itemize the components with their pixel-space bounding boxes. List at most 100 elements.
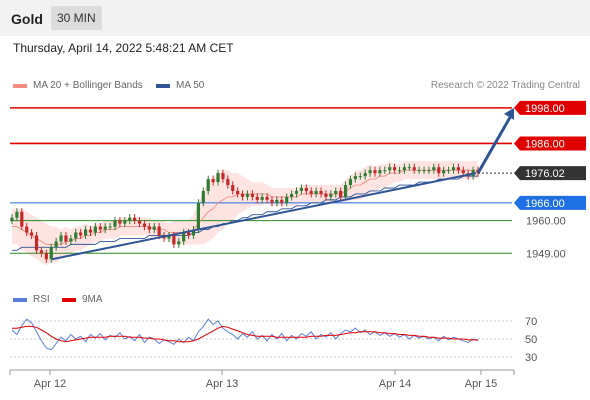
- candle-body: [314, 190, 318, 194]
- header-bar: Gold 30 MIN: [0, 0, 590, 36]
- ma20-line: [12, 169, 478, 245]
- legend-ma50-label: MA 50: [176, 80, 205, 91]
- candle-body: [383, 170, 387, 172]
- candle-body: [402, 167, 407, 171]
- candle-body: [128, 217, 132, 221]
- candle-body: [255, 196, 259, 200]
- candle-body: [373, 170, 377, 174]
- ma50-swatch: [156, 83, 170, 88]
- candle-body: [378, 170, 382, 174]
- timestamp: Thursday, April 14, 2022 5:48:21 AM CET: [13, 41, 234, 55]
- candle-body: [201, 190, 205, 203]
- x-tick-label: Apr 13: [206, 378, 238, 390]
- candle-body: [147, 226, 151, 230]
- rsi-series-rsi: [11, 318, 479, 351]
- candle-body: [329, 193, 333, 197]
- ma9-swatch: [62, 297, 76, 302]
- candle-body: [324, 193, 328, 197]
- candle-body: [137, 220, 142, 224]
- candle-body: [456, 167, 460, 171]
- ma50-line: [12, 175, 478, 251]
- candle-body: [285, 196, 289, 203]
- candle-body: [157, 226, 161, 236]
- candle-body: [309, 190, 313, 194]
- candle-body: [221, 173, 225, 180]
- level-tag-bg: [514, 136, 586, 151]
- candle-body: [79, 232, 83, 236]
- candle-body: [334, 190, 338, 194]
- candle-body: [118, 220, 122, 224]
- candle-body: [39, 250, 44, 254]
- candle-body: [103, 226, 107, 230]
- candle-body: [191, 229, 196, 236]
- candle-body: [182, 232, 186, 242]
- candle-body: [167, 235, 171, 239]
- candle-body: [64, 235, 68, 242]
- level-label-1960.00: 1960.00: [526, 216, 566, 228]
- candle-body: [211, 179, 215, 183]
- level-tag-text: 1986.00: [525, 138, 565, 150]
- candle-body: [34, 235, 39, 251]
- candle-body: [177, 241, 181, 245]
- candle-body: [240, 193, 245, 197]
- level-tag-1976.02: 1976.02: [514, 166, 586, 181]
- candle-body: [348, 179, 353, 186]
- instrument-title: Gold: [11, 11, 43, 27]
- candle-body: [397, 170, 402, 172]
- candle-body: [245, 193, 250, 197]
- candle-body: [451, 167, 456, 171]
- legend-9ma-label: 9MA: [82, 294, 103, 305]
- level-tag-1986.00: 1986.00: [514, 136, 586, 151]
- candle-body: [339, 190, 343, 197]
- candle-body: [152, 226, 156, 230]
- candle-body: [319, 190, 323, 194]
- candle-body: [260, 196, 264, 200]
- candle-body: [15, 211, 19, 218]
- candle-body: [216, 173, 220, 183]
- candle-body: [133, 217, 137, 221]
- legend-9ma: 9MA: [62, 294, 103, 305]
- candle-body: [250, 193, 254, 197]
- level-tag-1966.00: 1966.00: [514, 195, 586, 210]
- legend-ma20: MA 20 + Bollinger Bands: [13, 80, 143, 91]
- candle-body: [93, 226, 97, 233]
- trend-line: [51, 172, 477, 261]
- interval-button[interactable]: 30 MIN: [51, 6, 102, 30]
- rsi-tick-70: 70: [525, 316, 537, 328]
- level-tag-text: 1976.02: [525, 168, 565, 180]
- candle-body: [206, 179, 210, 191]
- candle-body: [196, 202, 200, 230]
- candle-body: [20, 211, 24, 227]
- ma20-swatch: [13, 83, 27, 88]
- candle-body: [44, 253, 48, 260]
- level-tag-1998.00: 1998.00: [514, 100, 586, 115]
- candle-body: [98, 226, 102, 230]
- candle-body: [186, 232, 191, 236]
- level-tag-bg: [514, 100, 586, 115]
- candle-body: [427, 170, 431, 172]
- candle-body: [108, 226, 112, 228]
- candle-body: [363, 173, 367, 177]
- level-tag-text: 1966.00: [525, 198, 565, 210]
- candle-body: [231, 185, 235, 191]
- credit-text: Research © 2022 Trading Central: [430, 80, 580, 91]
- candle-body: [123, 220, 127, 224]
- level-label-1949.00: 1949.00: [526, 248, 566, 260]
- rsi-tick-30: 30: [525, 352, 537, 364]
- candle-body: [422, 170, 426, 172]
- candle-body: [461, 170, 465, 174]
- rsi-swatch: [13, 297, 27, 302]
- candle-body: [294, 190, 299, 194]
- candle-body: [59, 235, 63, 242]
- candle-body: [290, 193, 294, 197]
- candle-body: [442, 170, 446, 174]
- candle-body: [358, 176, 362, 178]
- rsi-series-9ma: [12, 325, 478, 343]
- candle-body: [388, 167, 392, 171]
- candle-body: [69, 238, 73, 242]
- candle-body: [10, 217, 14, 221]
- projection-arrow-line: [476, 113, 514, 174]
- candle-body: [393, 167, 397, 171]
- level-tag-text: 1998.00: [525, 103, 565, 115]
